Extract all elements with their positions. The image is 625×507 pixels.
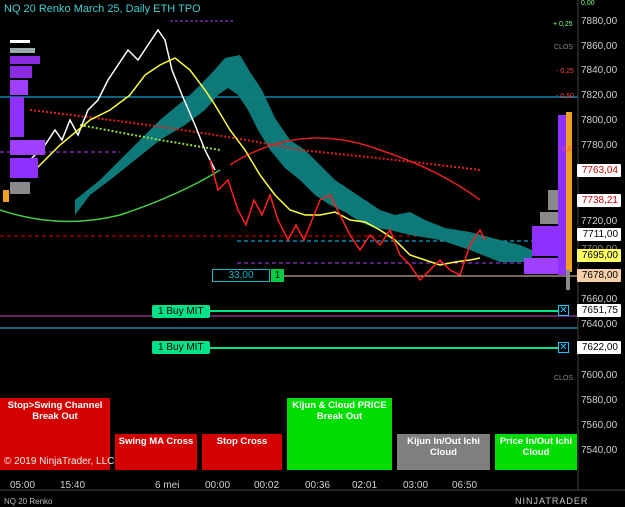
- signal-stop-swing-channel[interactable]: Stop>Swing Channel Break Out: [0, 398, 110, 470]
- time-label: 15:40: [60, 480, 86, 491]
- price-box-ma2: 7738,21: [577, 194, 621, 207]
- axis-price-label: 7880,00: [581, 16, 618, 27]
- tpo-histogram-right: [524, 112, 572, 290]
- time-label: 00:36: [305, 480, 331, 491]
- axis-price-label: 7580,00: [581, 395, 618, 406]
- axis-small-label: CLOS: [554, 375, 574, 382]
- axis-price-label: 7840,00: [581, 65, 618, 76]
- ichimoku-cloud: [75, 55, 532, 262]
- axis-price-label: 7540,00: [581, 445, 618, 456]
- signal-swing-ma-cross[interactable]: Swing MA Cross: [115, 434, 197, 470]
- axis-small-label: - 0,25: [556, 68, 574, 75]
- tpo-histogram-left: [3, 40, 45, 202]
- signal-stop-cross[interactable]: Stop Cross: [202, 434, 282, 470]
- axis-small-label: + 0,25: [553, 21, 573, 28]
- price-box-qty-level: 7678,00: [577, 269, 621, 282]
- time-label: 00:02: [254, 480, 280, 491]
- price-box-order-2: 7622,00: [577, 341, 621, 354]
- time-label: 6 mei: [155, 480, 180, 491]
- tenkan-line: [29, 28, 216, 171]
- buy-mit-order-1[interactable]: 1 Buy MIT: [152, 305, 210, 318]
- signal-kijun-in-out[interactable]: Kijun In/Out Ichi Cloud: [397, 434, 490, 470]
- green-dotted-line: [79, 124, 221, 151]
- close-order-2-icon[interactable]: ✕: [558, 342, 569, 353]
- chart-title: NQ 20 Renko March 25, Daily ETH TPO: [4, 3, 201, 15]
- quantity-field[interactable]: 33,00: [212, 269, 270, 282]
- axis-price-label: 7660,00: [581, 294, 618, 305]
- slow-ma-line: [0, 169, 221, 223]
- swing-arc-line: [229, 137, 481, 201]
- instrument-label: NQ 20 Renko: [4, 497, 53, 506]
- ninjatrader-logo: NINJATRADER: [515, 496, 589, 506]
- price-axis[interactable]: 0,00 7880,00 + 0,25 7860,00 CLOS 7840,00…: [553, 0, 625, 490]
- price-line: [209, 159, 486, 282]
- axis-small-label: - 1,0: [558, 146, 573, 153]
- axis-price-label: 7560,00: [581, 420, 618, 431]
- signal-price-in-out[interactable]: Price In/Out Ichi Cloud: [495, 434, 577, 470]
- axis-small-label: 0,00: [581, 0, 595, 7]
- axis-price-label: 7780,00: [581, 140, 618, 151]
- time-label: 06:50: [452, 480, 478, 491]
- time-label: 03:00: [403, 480, 429, 491]
- axis-price-label: 7800,00: [581, 115, 618, 126]
- axis-small-label: - 0,50: [556, 93, 574, 100]
- axis-price-label: 7600,00: [581, 370, 618, 381]
- copyright-text: © 2019 NinjaTrader, LLC: [4, 456, 115, 467]
- axis-price-label: 7860,00: [581, 41, 618, 52]
- axis-price-label: 7820,00: [581, 90, 618, 101]
- signal-kijun-cloud-breakout[interactable]: Kijun & Cloud PRICE Break Out: [287, 398, 392, 470]
- axis-small-label: CLOS: [554, 44, 574, 51]
- time-label: 02:01: [352, 480, 378, 491]
- kijun-line: [34, 57, 481, 266]
- price-box-ma: 7763,04: [577, 164, 621, 177]
- axis-price-label: 7720,00: [581, 216, 618, 227]
- price-box-order-1: 7651,75: [577, 304, 621, 317]
- time-label: 05:00: [10, 480, 36, 491]
- quantity-button[interactable]: 1: [271, 269, 284, 282]
- close-order-1-icon[interactable]: ✕: [558, 305, 569, 316]
- price-box-kijun: 7695,00: [577, 249, 621, 262]
- time-label: 00:00: [205, 480, 231, 491]
- buy-mit-order-2[interactable]: 1 Buy MIT: [152, 341, 210, 354]
- price-box-last: 7711,00: [577, 228, 621, 241]
- axis-price-label: 7640,00: [581, 319, 618, 330]
